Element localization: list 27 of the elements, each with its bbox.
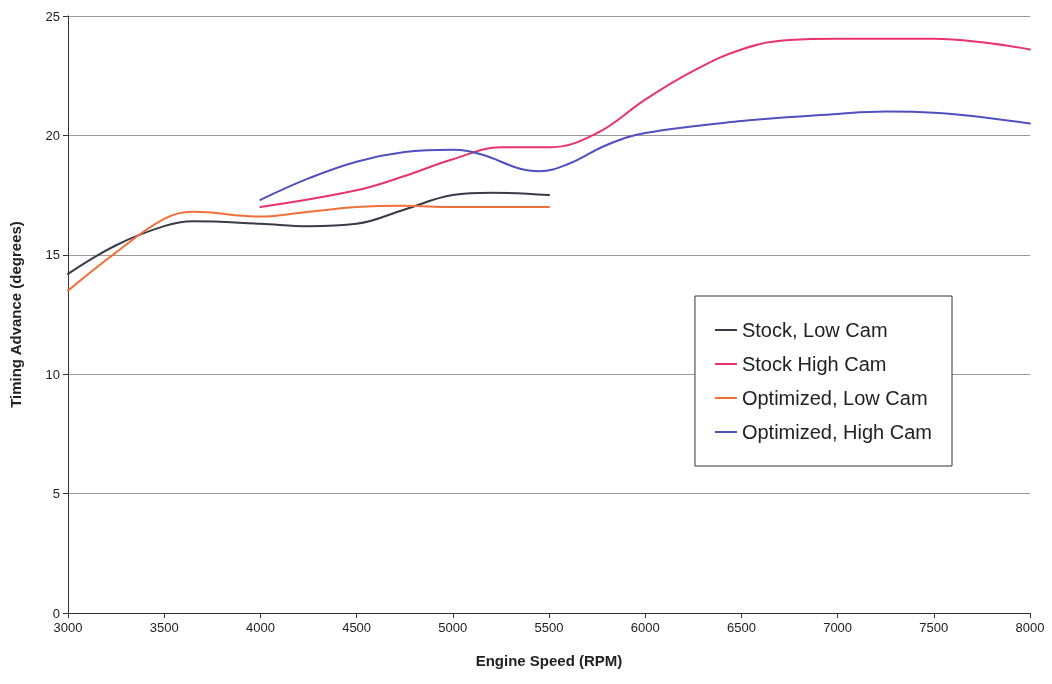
line-series — [67, 204, 550, 292]
x-tick-label: 5000 — [438, 620, 468, 635]
y-tick-label: 25 — [45, 8, 60, 24]
y-tick-label: 10 — [45, 366, 60, 382]
y-tick-label: 0 — [52, 605, 60, 621]
line-series — [259, 37, 1031, 209]
legend-label: Optimized, Low Cam — [741, 387, 928, 409]
x-tick-label: 7000 — [823, 620, 853, 635]
x-tick-label: 6500 — [726, 620, 756, 635]
x-tick-label: 7500 — [919, 620, 949, 635]
legend-label: Stock High Cam — [741, 353, 887, 375]
y-axis-title: Timing Advance (degrees) — [7, 221, 24, 408]
x-tick-label: 6000 — [630, 620, 660, 635]
x-tick-label: 5500 — [534, 620, 564, 635]
y-tick-label: 5 — [52, 486, 60, 502]
legend-label: Optimized, High Cam — [741, 421, 932, 443]
x-axis-title: Engine Speed (RPM) — [475, 652, 623, 669]
x-tick-label: 4000 — [245, 620, 275, 635]
x-tick-label: 8000 — [1015, 620, 1045, 635]
y-tick-label: 15 — [45, 247, 60, 263]
line-series — [259, 110, 1031, 201]
x-tick-label: 3000 — [53, 620, 83, 635]
legend-label: Stock, Low Cam — [741, 319, 888, 341]
x-tick-label: 4500 — [342, 620, 372, 635]
x-tick-label: 3500 — [149, 620, 179, 635]
y-tick-label: 20 — [45, 127, 60, 143]
line-series — [67, 191, 550, 275]
